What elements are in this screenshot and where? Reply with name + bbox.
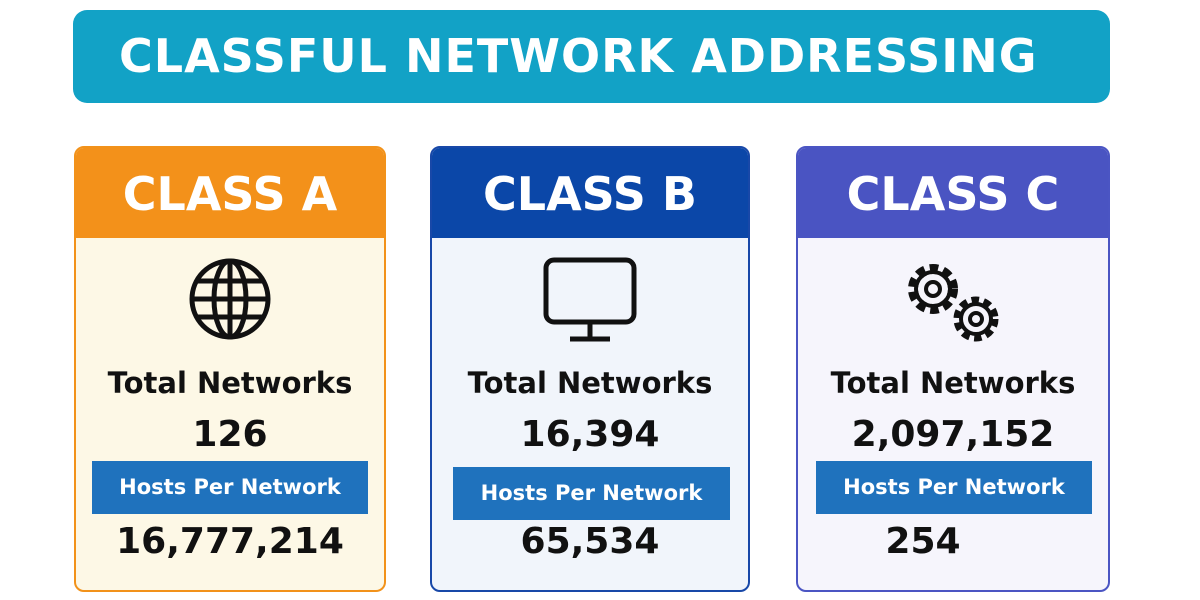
title: CLASSFUL NETWORK ADDRESSING — [73, 10, 1110, 103]
networks-label: Total Networks — [107, 366, 353, 400]
networks-label: Total Networks — [830, 366, 1076, 400]
hosts-label: Hosts Per Network — [816, 461, 1092, 514]
card: CLASS C Total Networks 2,097,152 Hosts P… — [796, 146, 1110, 592]
globe-icon — [76, 254, 384, 348]
hosts-label: Hosts Per Network — [453, 467, 730, 520]
networks-value: 2,097,152 — [851, 414, 1055, 455]
hosts-value: 65,534 — [520, 521, 660, 562]
card-title: CLASS A — [76, 148, 384, 238]
networks-value: 126 — [192, 414, 268, 455]
monitor-icon — [432, 254, 748, 348]
card: CLASS A Total Networks 126 Hosts Per Net… — [74, 146, 386, 592]
hosts-label: Hosts Per Network — [92, 461, 368, 514]
card-title: CLASS C — [798, 148, 1108, 238]
hosts-value: 16,777,214 — [116, 521, 344, 562]
card-title: CLASS B — [432, 148, 748, 238]
hosts-value: 254 — [885, 521, 961, 562]
gears-icon — [798, 254, 1108, 353]
card: CLASS B Total Networks 16,394 Hosts Per … — [430, 146, 750, 592]
networks-value: 16,394 — [520, 414, 660, 455]
networks-label: Total Networks — [467, 366, 713, 400]
